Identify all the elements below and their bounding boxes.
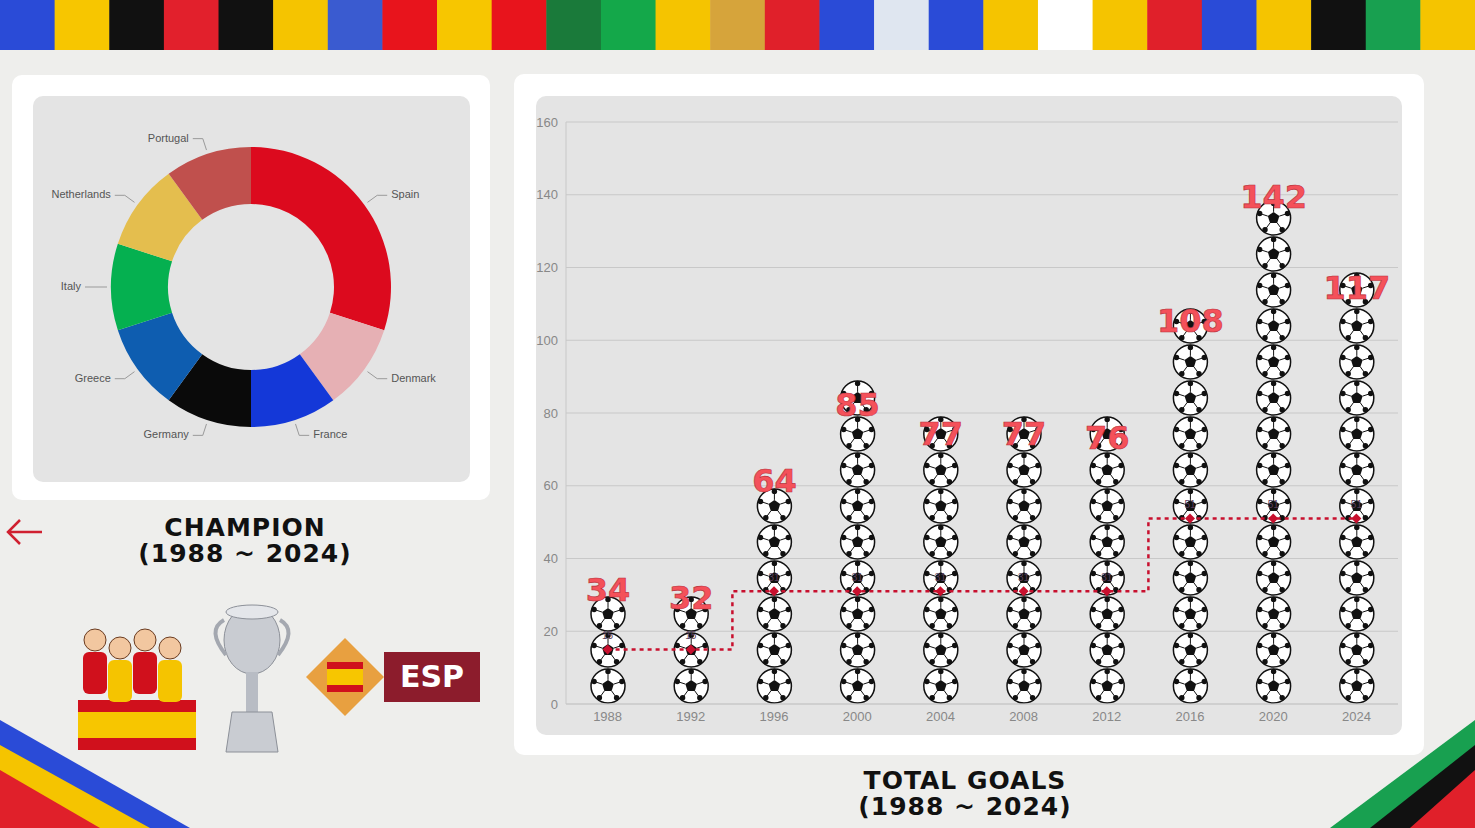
svg-text:120: 120: [536, 260, 558, 275]
svg-text:51: 51: [1268, 499, 1280, 510]
svg-text:31: 31: [1018, 572, 1030, 583]
svg-text:France: France: [313, 428, 347, 440]
svg-text:1996: 1996: [760, 709, 789, 724]
html-text:(1988 ~ 2024): (1988 ~ 2024): [138, 539, 352, 568]
svg-text:15: 15: [685, 630, 697, 641]
svg-text:Netherlands: Netherlands: [51, 188, 111, 200]
svg-text:117: 117: [1323, 269, 1390, 307]
html-text:CHAMPION: CHAMPION: [164, 513, 326, 542]
svg-text:2008: 2008: [1009, 709, 1038, 724]
svg-text:20: 20: [544, 624, 558, 639]
svg-text:34: 34: [586, 571, 631, 609]
svg-text:31: 31: [935, 572, 947, 583]
svg-text:Greece: Greece: [75, 372, 111, 384]
svg-text:140: 140: [536, 187, 558, 202]
svg-text:Denmark: Denmark: [391, 372, 436, 384]
svg-text:31: 31: [1101, 572, 1113, 583]
svg-text:80: 80: [544, 406, 558, 421]
svg-text:1992: 1992: [676, 709, 705, 724]
svg-text:Spain: Spain: [391, 188, 419, 200]
html-text:TOTAL GOALS: TOTAL GOALS: [863, 766, 1067, 795]
svg-text:142: 142: [1240, 178, 1307, 216]
svg-text:2024: 2024: [1342, 709, 1371, 724]
svg-text:40: 40: [544, 551, 558, 566]
svg-text:2016: 2016: [1176, 709, 1205, 724]
svg-text:100: 100: [536, 333, 558, 348]
svg-text:77: 77: [919, 415, 964, 453]
svg-text:32: 32: [669, 579, 714, 617]
svg-text:2012: 2012: [1092, 709, 1121, 724]
svg-text:31: 31: [768, 572, 780, 583]
svg-text:64: 64: [752, 462, 797, 500]
svg-text:Portugal: Portugal: [148, 132, 189, 144]
svg-text:Germany: Germany: [144, 428, 190, 440]
html-text:ESP: ESP: [400, 659, 464, 694]
svg-text:31: 31: [852, 572, 864, 583]
svg-text:0: 0: [551, 697, 558, 712]
svg-text:60: 60: [544, 478, 558, 493]
svg-text:77: 77: [1002, 415, 1047, 453]
svg-text:108: 108: [1157, 302, 1224, 340]
svg-text:2020: 2020: [1259, 709, 1288, 724]
svg-text:2000: 2000: [843, 709, 872, 724]
svg-text:51: 51: [1351, 499, 1363, 510]
svg-text:85: 85: [835, 386, 880, 424]
svg-text:15: 15: [602, 630, 614, 641]
svg-text:Italy: Italy: [61, 280, 82, 292]
svg-text:1988: 1988: [593, 709, 622, 724]
svg-text:160: 160: [536, 115, 558, 130]
svg-text:2004: 2004: [926, 709, 955, 724]
html-text:(1988 ~ 2024): (1988 ~ 2024): [858, 792, 1072, 821]
svg-text:51: 51: [1184, 499, 1196, 510]
svg-text:76: 76: [1085, 419, 1130, 457]
